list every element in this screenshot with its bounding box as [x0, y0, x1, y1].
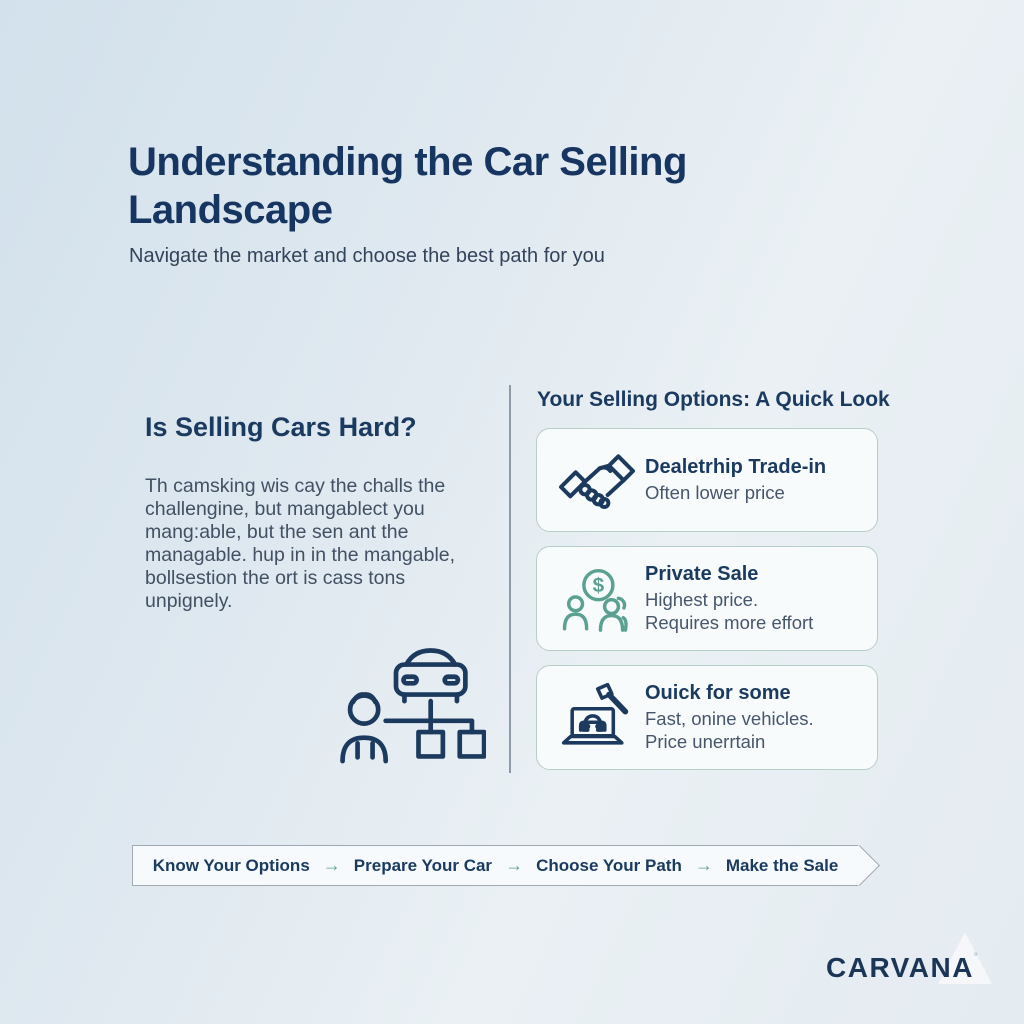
arrow-right-icon: → [505, 855, 524, 875]
page-title-line-2: Landscape [128, 188, 333, 232]
process-step-prepare-your-car: Prepare Your Car [353, 855, 493, 875]
carvana-triangle-icon [938, 932, 992, 984]
card-line: Requires more effort [645, 612, 814, 633]
process-step-choose-your-path: Choose Your Path [536, 855, 682, 875]
card-title: Ouick for some [645, 682, 791, 704]
page-title: Understanding the Car Selling Landscape [128, 138, 687, 234]
handshake-icon [549, 448, 645, 512]
process-step-make-the-sale: Make the Sale [725, 855, 839, 875]
page-title-line-1: Understanding the Car Selling [128, 140, 687, 184]
left-section-paragraph: Th camsking wis cay the challs the chall… [145, 475, 455, 613]
carvana-logo-text: CARVANA [826, 952, 974, 983]
process-step-know-your-options: Know Your Options [152, 855, 310, 875]
left-section-heading: Is Selling Cars Hard? [145, 412, 417, 442]
column-divider [509, 385, 511, 773]
process-bar-chevron-tip [838, 844, 881, 886]
car-auction-laptop-icon [549, 682, 645, 754]
arrow-right-icon: → [694, 855, 713, 875]
people-dollar-icon: $ [549, 564, 645, 634]
carvana-logo: CARVANA° [826, 952, 978, 984]
person-car-flowchart-icon [336, 642, 487, 769]
paragraph-line: challengine, but mangablect you [145, 498, 425, 520]
svg-text:$: $ [593, 574, 605, 597]
process-bar: Know Your Options → Prepare Your Car → C… [132, 844, 881, 886]
option-card-private-sale: $ Private Sale Highest price. Requires m… [536, 546, 878, 651]
right-section-heading: Your Selling Options: A Quick Look [537, 388, 890, 411]
card-line: Often lower price [645, 482, 785, 503]
card-title: Private Sale [645, 563, 759, 585]
card-title: Dealetrhip Trade-in [645, 456, 827, 478]
card-line: Price unerrtain [645, 731, 766, 752]
paragraph-line: Th camsking wis cay the challs the [145, 475, 446, 497]
paragraph-line: mang:able, but the sen ant the [145, 521, 409, 543]
arrow-right-icon: → [322, 855, 341, 875]
paragraph-line: bollsestion the ort is cass tons [145, 567, 406, 589]
option-card-dealership-trade-in: Dealetrhip Trade-in Often lower price [536, 428, 878, 532]
registered-mark: ° [973, 952, 978, 963]
card-line: Highest price. [645, 589, 759, 610]
paragraph-line: managable. hup in in the mangable, [145, 544, 456, 566]
option-card-online-auction: Ouick for some Fast, onine vehicles. Pri… [536, 665, 878, 770]
paragraph-line: unpignely. [145, 590, 233, 612]
page-subtitle: Navigate the market and choose the best … [129, 245, 605, 267]
card-line: Fast, onine vehicles. [645, 708, 814, 729]
